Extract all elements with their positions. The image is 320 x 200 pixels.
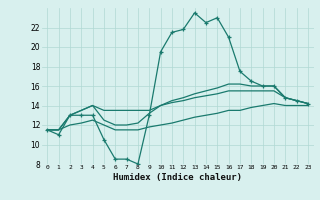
X-axis label: Humidex (Indice chaleur): Humidex (Indice chaleur) <box>113 173 242 182</box>
